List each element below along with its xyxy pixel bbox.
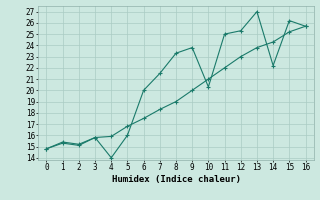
X-axis label: Humidex (Indice chaleur): Humidex (Indice chaleur)	[111, 175, 241, 184]
